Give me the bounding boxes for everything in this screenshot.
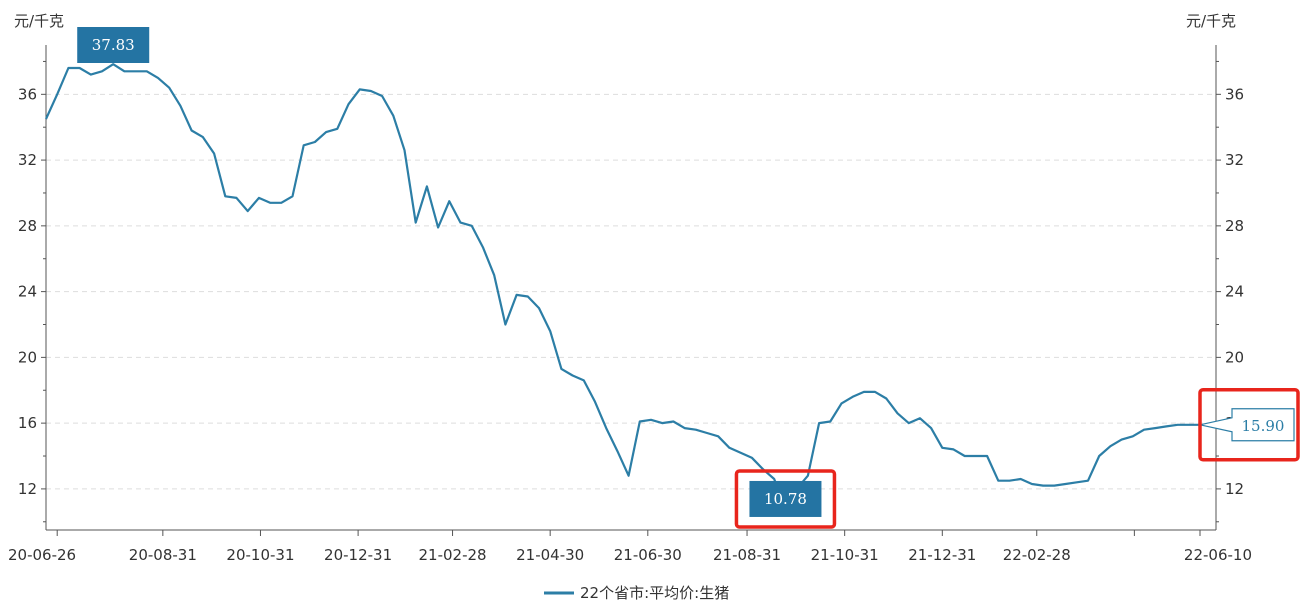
legend-label: 22个省市:平均价:生猪 [580, 584, 729, 602]
series [44, 63, 1200, 511]
left-y-unit-label: 元/千克 [14, 12, 64, 30]
y-tick-label-left: 24 [18, 283, 37, 301]
value-label-text: 37.83 [92, 36, 135, 54]
x-tick-label: 20-08-31 [129, 546, 197, 564]
y-tick-label-left: 28 [18, 217, 37, 235]
value-label-text: 15.90 [1242, 417, 1285, 435]
x-tick-label: 21-02-28 [418, 546, 486, 564]
right-y-unit-label: 元/千克 [1186, 12, 1236, 30]
x-tick-label: 22-06-10 [1184, 546, 1252, 564]
value-label: 37.83 [77, 27, 150, 63]
highlight-box [734, 469, 837, 529]
y-tick-label-right: 36 [1225, 85, 1244, 103]
value-label-box [77, 27, 150, 63]
x-tick-label: 22-02-28 [1003, 546, 1071, 564]
y-tick-label-right: 20 [1225, 348, 1244, 366]
value-label-text: 10.78 [764, 490, 807, 508]
x-tick-label: 21-06-30 [614, 546, 682, 564]
y-tick-label-right: 24 [1225, 283, 1244, 301]
y-tick-label-right: 28 [1225, 217, 1244, 235]
y-tick-label-left: 20 [18, 348, 37, 366]
series-line [44, 63, 1200, 511]
value-label-callout [1199, 408, 1295, 442]
value-annotations: 37.83 10.78 15.90 [77, 27, 1300, 529]
y-tick-label-left: 12 [18, 480, 37, 498]
axes: 元/千克 元/千克 [14, 12, 1236, 531]
y-tick-label-left: 36 [18, 85, 37, 103]
legend[interactable]: 22个省市:平均价:生猪 [544, 584, 729, 602]
y-tick-label-left: 32 [18, 151, 37, 169]
y-tick-label-right: 32 [1225, 151, 1244, 169]
x-tick-label: 21-12-31 [908, 546, 976, 564]
x-tick-label: 21-04-30 [516, 546, 584, 564]
y-tick-label-right: 12 [1225, 480, 1244, 498]
highlight-box [1198, 388, 1300, 462]
grid-lines [46, 93, 1216, 490]
x-tick-label: 20-06-26 [8, 546, 76, 564]
x-tick-label: 21-08-31 [713, 546, 781, 564]
value-label-box [749, 480, 822, 517]
value-label: 15.90 [1198, 388, 1300, 462]
x-ticks: 20-06-26 20-08-31 20-10-31 20-12-31 21-02-28… [8, 530, 1252, 564]
x-tick-label: 20-12-31 [324, 546, 392, 564]
x-tick-label: 21-10-31 [811, 546, 879, 564]
y-tick-label-left: 16 [18, 414, 37, 432]
value-label: 10.78 [734, 469, 837, 529]
x-tick-label: 20-10-31 [226, 546, 294, 564]
